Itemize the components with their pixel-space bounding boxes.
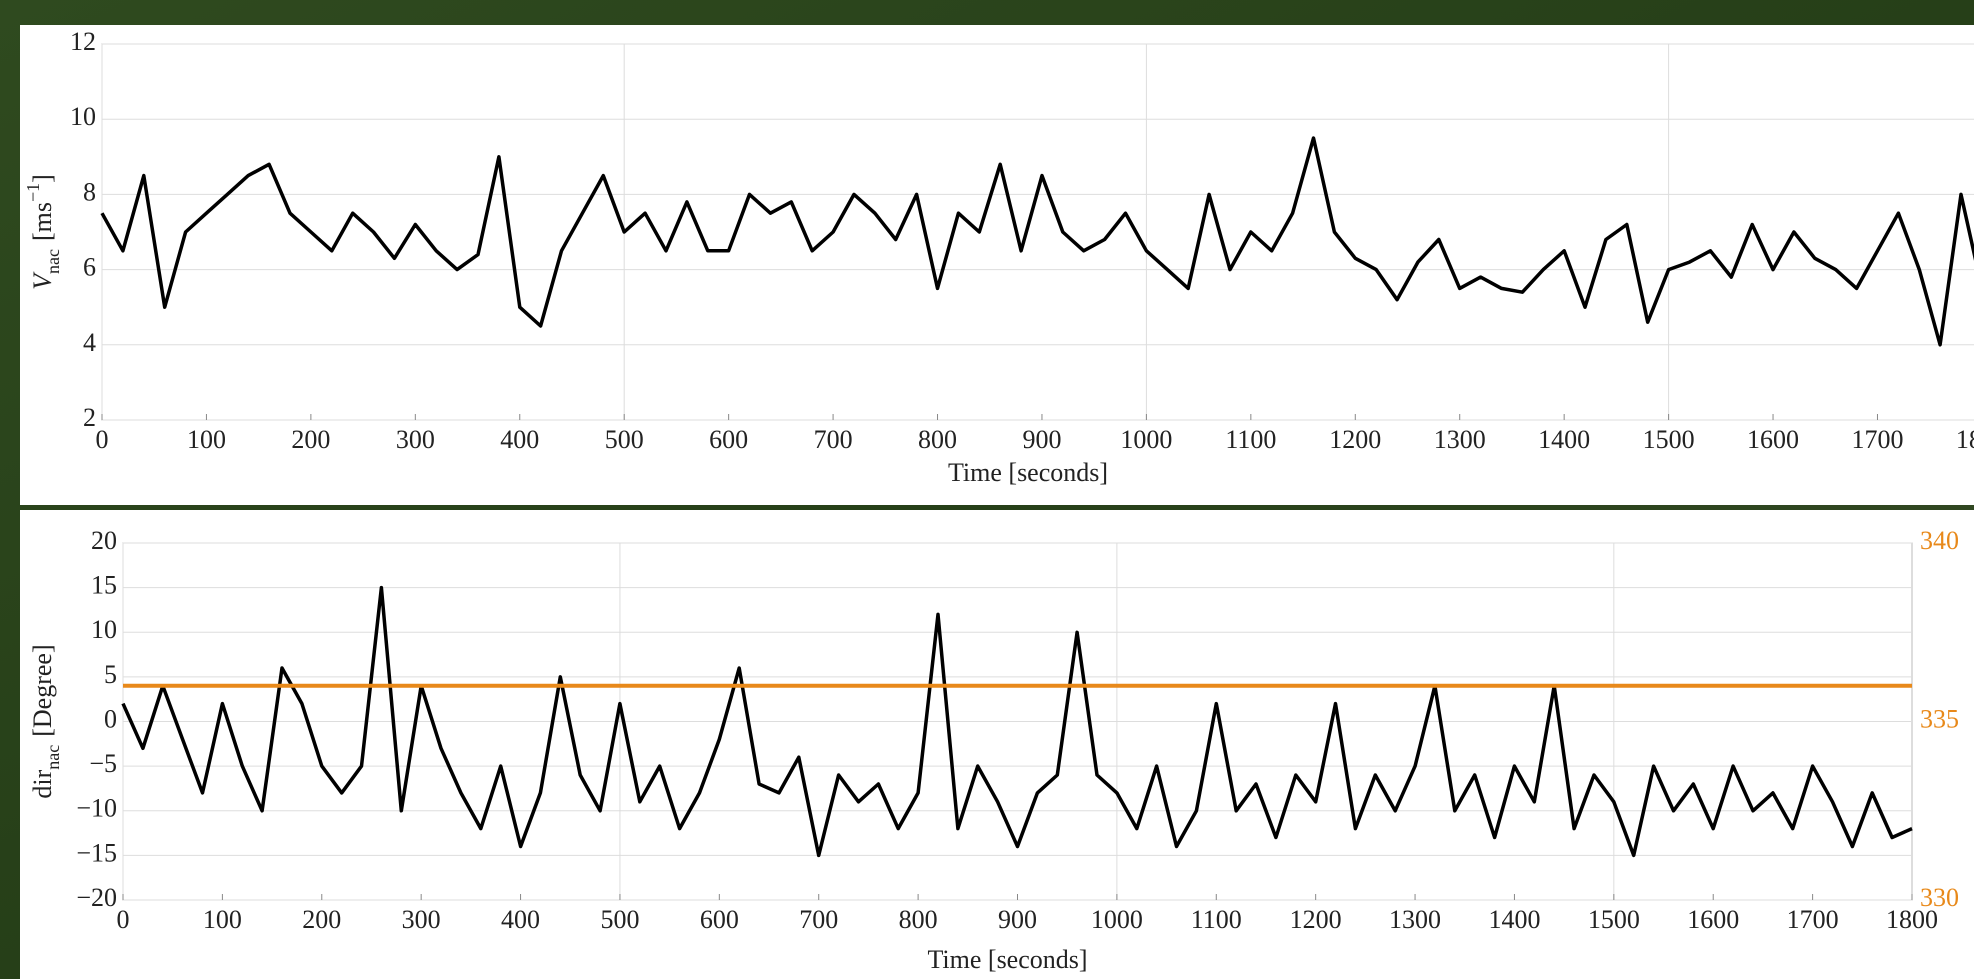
- y-tick-label: 8: [83, 177, 96, 206]
- y-tick-label: 4: [83, 328, 96, 357]
- x-tick-label: 300: [396, 425, 435, 454]
- x-tick-label: 400: [501, 905, 540, 934]
- x-tick-label: 0: [117, 905, 130, 934]
- x-tick-label: 1800: [1956, 425, 1974, 454]
- x-tick-label: 600: [709, 425, 748, 454]
- x-tick-label: 500: [605, 425, 644, 454]
- y-axis-label-part: dir: [28, 769, 57, 798]
- x-tick-label: 1800: [1886, 905, 1938, 934]
- x-tick-label: 1700: [1851, 425, 1903, 454]
- y2-tick-label: 335: [1920, 704, 1959, 733]
- x-tick-label: 700: [799, 905, 838, 934]
- x-tick-label: 1100: [1225, 425, 1276, 454]
- y-axis-label: dirnac [Degree]: [28, 644, 63, 798]
- y-tick-label: 2: [83, 403, 96, 432]
- y-tick-label: 0: [104, 704, 117, 733]
- x-tick-label: 1400: [1538, 425, 1590, 454]
- x-tick-label: 1200: [1290, 905, 1342, 934]
- y-tick-label: 15: [91, 571, 117, 600]
- y-tick-label: 10: [91, 615, 117, 644]
- x-tick-label: 1200: [1329, 425, 1381, 454]
- x-tick-label: 100: [187, 425, 226, 454]
- x-tick-label: 1300: [1389, 905, 1441, 934]
- x-tick-label: 1400: [1488, 905, 1540, 934]
- y-tick-label: 12: [70, 27, 96, 56]
- x-tick-label: 700: [814, 425, 853, 454]
- y-tick-label: −10: [76, 794, 117, 823]
- x-tick-label: 300: [402, 905, 441, 934]
- panel: [20, 510, 1974, 979]
- x-tick-label: 200: [291, 425, 330, 454]
- x-tick-label: 1000: [1120, 425, 1172, 454]
- y-axis-label-part: [Degree]: [28, 644, 57, 736]
- x-tick-label: 1600: [1747, 425, 1799, 454]
- y-tick-label: 5: [104, 660, 117, 689]
- y-tick-label: −20: [76, 883, 117, 912]
- y-tick-label: −5: [89, 749, 117, 778]
- y2-tick-label: 330: [1920, 883, 1959, 912]
- y-tick-label: 20: [91, 526, 117, 555]
- x-tick-label: 100: [203, 905, 242, 934]
- x-tick-label: 1700: [1787, 905, 1839, 934]
- x-tick-label: 1100: [1191, 905, 1242, 934]
- x-axis-label: Time [seconds]: [948, 458, 1108, 487]
- x-tick-label: 800: [918, 425, 957, 454]
- x-tick-label: 600: [700, 905, 739, 934]
- x-tick-label: 900: [1022, 425, 1061, 454]
- y-axis-label-part: [ms: [28, 202, 57, 241]
- x-tick-label: 400: [500, 425, 539, 454]
- x-tick-label: 1500: [1643, 425, 1695, 454]
- y-tick-label: −15: [76, 838, 117, 867]
- x-tick-label: 500: [600, 905, 639, 934]
- x-axis-label: Time [seconds]: [927, 945, 1087, 974]
- plot: 2 4 6 8 10 12 0 100 200 300 400 500 600 700 800 900 1000…: [23, 27, 1974, 487]
- x-tick-label: 900: [998, 905, 1037, 934]
- y-tick-label: 10: [70, 102, 96, 131]
- y-tick-label: 6: [83, 253, 96, 282]
- x-tick-label: 1600: [1687, 905, 1739, 934]
- x-tick-label: 1300: [1434, 425, 1486, 454]
- y-axis-label-part: −1: [23, 183, 43, 202]
- y-axis-label-part: nac: [43, 745, 63, 770]
- x-tick-label: 200: [302, 905, 341, 934]
- y-axis-label-part: V: [28, 271, 57, 290]
- y2-tick-label: 340: [1920, 526, 1959, 555]
- panel: [20, 25, 1974, 505]
- y-axis-label-part: ]: [28, 174, 57, 183]
- y-axis-label: Vnac [ms−1]: [23, 174, 63, 290]
- x-tick-label: 0: [96, 425, 109, 454]
- x-tick-label: 800: [899, 905, 938, 934]
- x-tick-label: 1500: [1588, 905, 1640, 934]
- y-axis-label-part: nac: [43, 249, 63, 274]
- x-tick-label: 1000: [1091, 905, 1143, 934]
- data-line: [100, 136, 1974, 347]
